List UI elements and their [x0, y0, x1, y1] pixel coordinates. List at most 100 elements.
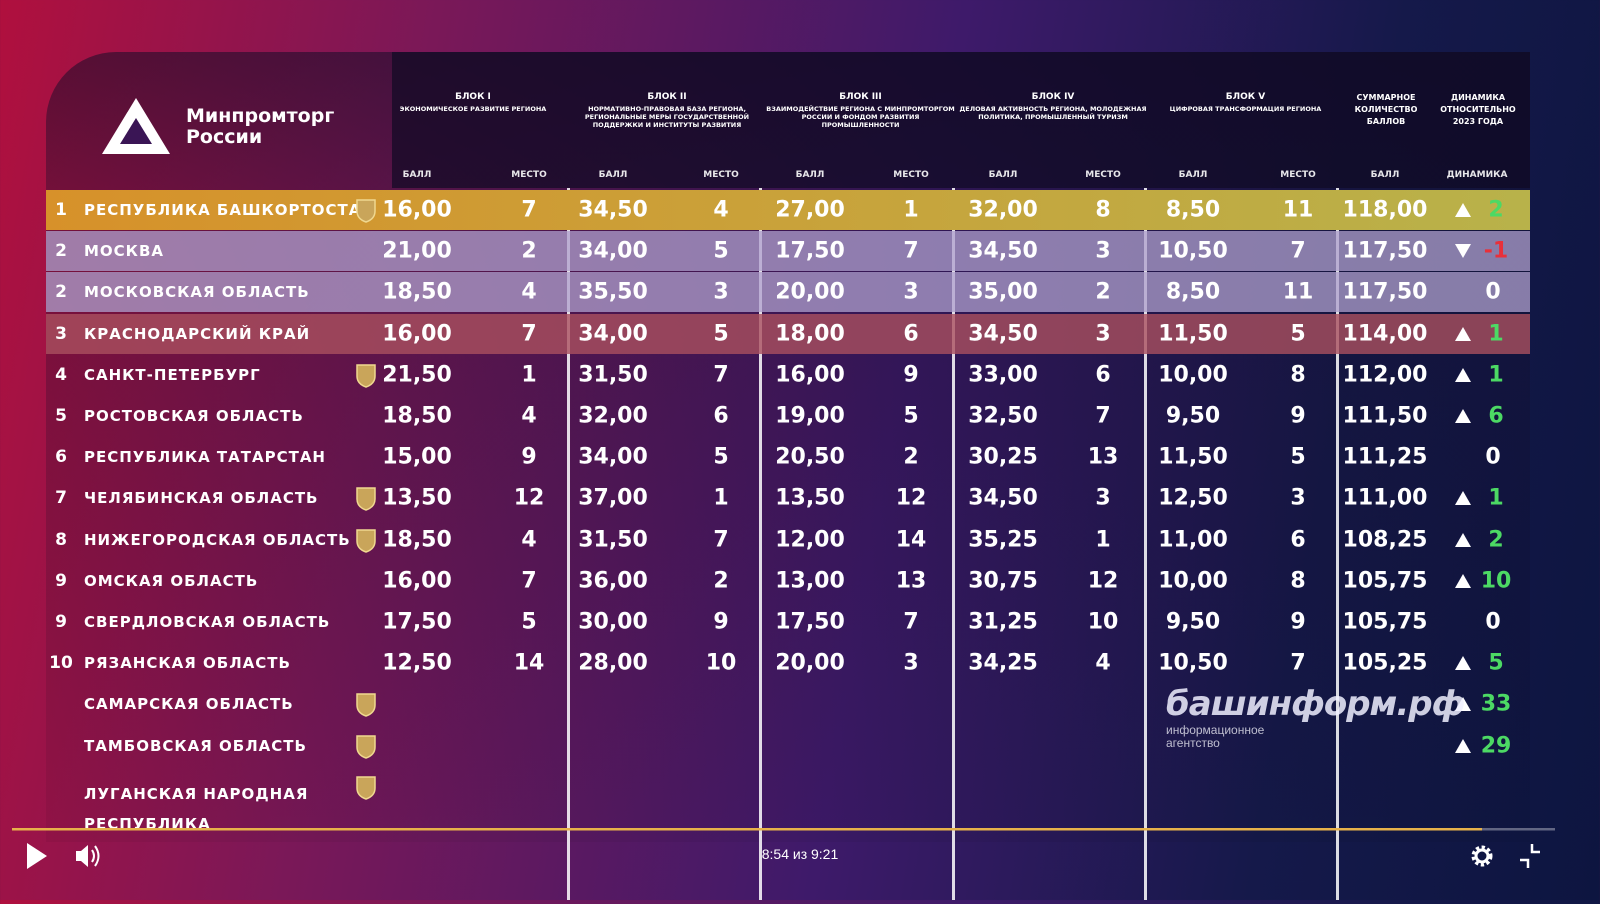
score-cell: 9	[521, 444, 537, 470]
score-cell: 32,50	[968, 403, 1038, 429]
column-subheader: БАЛЛ	[598, 170, 628, 180]
dynamics-value: 2	[1488, 197, 1504, 223]
score-cell: 13,00	[775, 568, 845, 594]
table-row: 8 НИЖЕГОРОДСКАЯ ОБЛАСТЬ 18,50 4 31,50 7 12,00 1…	[46, 520, 1530, 560]
score-cell: 8,50	[1165, 279, 1221, 305]
score-cell: 118,00	[1342, 197, 1428, 223]
table-row: 9 СВЕРДЛОВСКАЯ ОБЛАСТЬ 17,50 5 30,00 9 17,50 7 3…	[46, 602, 1530, 642]
logo-icon	[102, 98, 170, 154]
score-cell: 3	[1290, 485, 1306, 511]
score-cell: 16,00	[382, 197, 452, 223]
score-cell: 30,75	[968, 568, 1038, 594]
table-row: ТАМБОВСКАЯ ОБЛАСТЬ 29	[46, 726, 1530, 766]
region-name: САНКТ-ПЕТЕРБУРГ	[84, 365, 261, 384]
watermark: башинформ.рф информационное агентство	[1166, 684, 1465, 750]
trend-arrow	[1455, 573, 1471, 588]
score-cell: 27,00	[775, 197, 845, 223]
score-cell: 9	[1290, 403, 1306, 429]
score-cell: 30,00	[578, 609, 648, 635]
block-title: БЛОК II	[647, 92, 687, 102]
table-row: 5 РОСТОВСКАЯ ОБЛАСТЬ 18,50 4 32,00 6 19,00 5 32,…	[46, 396, 1530, 436]
rank: 2	[55, 282, 67, 303]
score-cell: 6	[903, 321, 919, 347]
dynamics-header: ДИНАМИКА ОТНОСИТЕЛЬНО 2023 ГОДА	[1440, 93, 1516, 126]
score-cell: 112,00	[1342, 362, 1428, 388]
dynamics-value: 0	[1485, 609, 1501, 635]
score-cell: 4	[713, 197, 729, 223]
dynamics-value: 10	[1480, 568, 1512, 594]
trend-arrow	[1455, 532, 1471, 547]
score-cell: 1	[1095, 527, 1111, 553]
rank: 7	[55, 488, 67, 509]
score-cell: 9,50	[1165, 609, 1221, 635]
score-cell: 12,50	[382, 650, 452, 676]
table-row: 10 РЯЗАНСКАЯ ОБЛАСТЬ 12,50 14 28,00 10 20,00 3 3…	[46, 643, 1530, 683]
score-cell: 8	[1095, 197, 1111, 223]
score-cell: 7	[713, 527, 729, 553]
score-cell: 3	[903, 279, 919, 305]
region-name: САМАРСКАЯ ОБЛАСТЬ	[84, 695, 294, 714]
dynamics-value: 5	[1488, 650, 1504, 676]
table-row: 2 МОСКВА 21,00 2 34,00 5 17,50 7 34,50 3 10,50 7 117…	[46, 231, 1530, 272]
score-cell: 117,50	[1342, 279, 1428, 305]
block-header: БЛОК IV ДЕЛОВАЯ АКТИВНОСТЬ РЕГИОНА, МОЛОД…	[958, 92, 1148, 121]
score-cell: 3	[903, 650, 919, 676]
score-cell: 7	[521, 568, 537, 594]
score-cell: 30,25	[968, 444, 1038, 470]
score-cell: 31,50	[578, 527, 648, 553]
column-divider	[952, 188, 955, 900]
score-cell: 2	[1095, 279, 1111, 305]
score-cell: 5	[713, 238, 729, 264]
score-cell: 111,50	[1342, 403, 1428, 429]
score-cell: 18,00	[775, 321, 845, 347]
player-time: 8:54 из 9:21	[761, 846, 839, 862]
score-cell: 13,50	[382, 485, 452, 511]
score-cell: 15,00	[382, 444, 452, 470]
play-button[interactable]	[27, 843, 47, 869]
table-row: 1 РЕСПУБЛИКА БАШКОРТОСТАН 16,00 7 34,50 4 27,0…	[46, 190, 1530, 230]
score-cell: 14	[895, 527, 927, 553]
score-cell: 14	[513, 650, 545, 676]
score-cell: 7	[903, 609, 919, 635]
region-name: РЯЗАНСКАЯ ОБЛАСТЬ	[84, 654, 291, 673]
player-controls	[0, 827, 1600, 900]
score-cell: 34,50	[968, 238, 1038, 264]
volume-button[interactable]	[76, 845, 100, 867]
region-name: НИЖЕГОРОДСКАЯ ОБЛАСТЬ	[84, 530, 351, 549]
region-name: СВЕРДЛОВСКАЯ ОБЛАСТЬ	[84, 613, 331, 631]
award-badge	[356, 487, 376, 512]
settings-button[interactable]	[1471, 845, 1493, 867]
score-cell: 12,50	[1158, 485, 1228, 511]
score-cell: 10,00	[1158, 362, 1228, 388]
trend-arrow	[1455, 367, 1471, 382]
score-cell: 16,00	[775, 362, 845, 388]
score-cell: 20,00	[775, 279, 845, 305]
score-cell: 34,25	[968, 650, 1038, 676]
table-row: 6 РЕСПУБЛИКА ТАТАРСТАН 15,00 9 34,00 5 20,50 2 3…	[46, 437, 1530, 477]
score-cell: 4	[1095, 650, 1111, 676]
block-header: БЛОК V ЦИФРОВАЯ ТРАНСФОРМАЦИЯ РЕГИОНА	[1151, 92, 1341, 113]
score-cell: 9	[903, 362, 919, 388]
watermark-tagline: информационное агентство	[1166, 723, 1265, 750]
dynamics-value: 1	[1488, 362, 1504, 388]
score-cell: 33,00	[968, 362, 1038, 388]
score-cell: 4	[521, 403, 537, 429]
trend-arrow	[1455, 491, 1471, 506]
score-cell: 34,50	[968, 321, 1038, 347]
dynamics-value: 1	[1488, 321, 1504, 347]
score-cell: 5	[521, 609, 537, 635]
table-row: 3 КРАСНОДАРСКИЙ КРАЙ 16,00 7 34,00 5 18,00 6 34,…	[46, 313, 1530, 354]
score-cell: 105,25	[1342, 650, 1428, 676]
score-cell: 31,50	[578, 362, 648, 388]
score-cell: 12	[513, 485, 545, 511]
table-row: ЛУГАНСКАЯ НАРОДНАЯ РЕСПУБЛИКА	[46, 767, 1530, 833]
exit-fullscreen-button[interactable]	[1520, 844, 1540, 868]
award-badge	[356, 364, 376, 388]
score-cell: 34,50	[968, 485, 1038, 511]
region-name: КРАСНОДАРСКИЙ КРАЙ	[84, 324, 311, 343]
score-cell: 3	[1095, 238, 1111, 264]
score-cell: 5	[713, 444, 729, 470]
rank: 5	[55, 406, 67, 426]
block-title: БЛОК IV	[1031, 92, 1075, 102]
rank: 2	[55, 241, 67, 262]
